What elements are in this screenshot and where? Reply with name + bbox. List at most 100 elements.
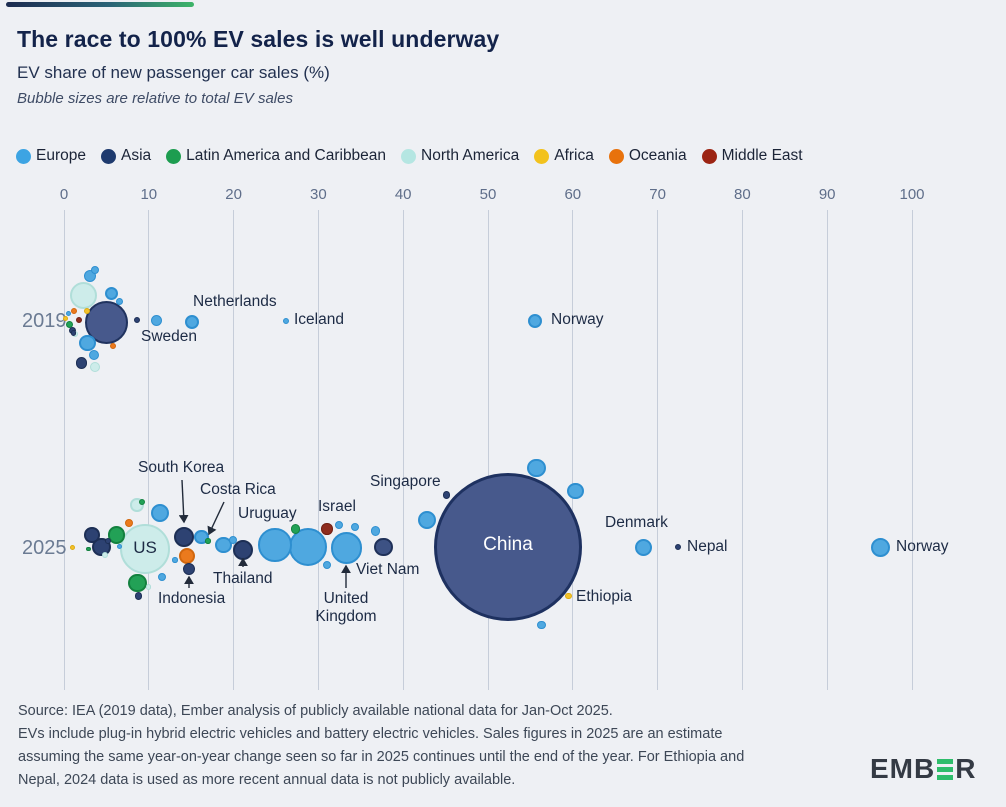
bubble-nepal: [674, 543, 682, 551]
bubble-europe: [194, 529, 209, 545]
axis-tick-label: 10: [140, 186, 158, 203]
logo-text-emb: EMB: [870, 753, 936, 784]
country-label: Israel: [318, 498, 356, 515]
bubble-viet-nam: [374, 537, 393, 557]
bubble-europe: [334, 521, 343, 529]
country-label: United Kingdom: [315, 590, 377, 625]
bubble-asia: [70, 330, 77, 336]
row-label-2019: 2019: [22, 310, 67, 332]
bubble-singapore: [442, 491, 451, 499]
chart-subtitle: EV share of new passenger car sales (%): [17, 63, 330, 82]
bubble-asia: [76, 357, 88, 369]
bubble-africa: [83, 308, 90, 314]
bubble-europe: [150, 503, 170, 523]
legend-item-africa: Africa: [534, 147, 594, 165]
country-label: Netherlands: [193, 293, 277, 310]
country-label: Thailand: [213, 570, 273, 587]
legend-item-mideast: Middle East: [701, 147, 803, 165]
bubble-asia: [133, 317, 140, 323]
legend-dot-icon: [534, 148, 550, 164]
bubble-oceania: [125, 519, 134, 527]
legend-item-latam: Latin America and Caribbean: [166, 147, 386, 165]
country-label: US: [133, 538, 157, 557]
legend-dot-icon: [16, 148, 31, 164]
bubble-europe: [370, 526, 380, 536]
country-label: Nepal: [687, 538, 728, 555]
bubble-latam: [128, 573, 148, 593]
country-label: China: [483, 534, 533, 555]
bubble-europe: [90, 266, 99, 274]
gridline: [63, 210, 65, 690]
country-label: Norway: [551, 311, 604, 328]
axis-tick-label: 30: [310, 186, 327, 203]
legend-dot-icon: [608, 148, 624, 164]
legend-label: Africa: [554, 147, 594, 164]
logo-green-e-icon: [937, 758, 954, 780]
bubble-netherlands: [185, 315, 200, 329]
row-label-2025: 2025: [22, 537, 67, 559]
country-label: Uruguay: [238, 505, 297, 522]
axis-tick-label: 90: [818, 186, 836, 203]
source-line-3: assuming the same year-on-year change se…: [18, 749, 745, 765]
country-label: Costa Rica: [200, 481, 276, 498]
bubble-europe: [65, 310, 71, 316]
country-label: Singapore: [370, 473, 441, 490]
bubble-europe: [116, 297, 124, 305]
axis-tick-label: 50: [479, 186, 497, 203]
bubble-costa-rica: [205, 538, 211, 544]
bubble-europe: [172, 557, 178, 563]
legend-label: Oceania: [628, 147, 687, 164]
axis-tick-label: 70: [649, 186, 666, 203]
legend-dot-icon: [100, 148, 116, 164]
bubble-us: [70, 281, 97, 309]
bubble-africa: [63, 315, 69, 321]
bubble-sweden: [150, 314, 162, 326]
bubble-norway: [528, 314, 543, 328]
bubble-northam: [101, 552, 108, 558]
legend-dot-icon: [701, 148, 717, 164]
bubble-europe: [417, 511, 436, 529]
legend-label: North America: [421, 147, 520, 164]
country-label: Indonesia: [158, 590, 226, 607]
gridline: [487, 210, 489, 690]
bubble-indonesia: [182, 563, 195, 575]
country-label: Norway: [896, 538, 949, 555]
country-label: Iceland: [294, 311, 344, 328]
bubble-europe: [215, 536, 232, 554]
bubble-europe: [157, 573, 166, 581]
source-line-2: EVs include plug-in hybrid electric vehi…: [18, 726, 723, 742]
bubble-europe: [79, 334, 97, 352]
bubble-europe: [350, 522, 360, 532]
axis-tick-label: 40: [394, 186, 412, 203]
bubble-united-kingdom: [330, 532, 363, 564]
axis-tick-label: 60: [564, 186, 582, 203]
gridline: [148, 210, 150, 690]
bubble-size-note: Bubble sizes are relative to total EV sa…: [17, 90, 293, 107]
country-label: Sweden: [141, 328, 198, 345]
axis-tick-label: 0: [59, 186, 69, 203]
bubble-uruguay: [290, 524, 301, 534]
bubble-asia: [104, 537, 112, 545]
legend-item-asia: Asia: [100, 147, 152, 165]
bubble-china: [434, 473, 583, 621]
gridline: [741, 210, 743, 690]
legend-label: Middle East: [721, 147, 803, 164]
bubble-africa: [69, 544, 75, 550]
country-label: Denmark: [605, 514, 668, 531]
bubble-europe: [567, 482, 584, 500]
bubble-europe: [322, 561, 331, 569]
source-note: Source: IEA (2019 data), Ember analysis …: [18, 700, 744, 792]
axis-tick-label: 100: [899, 186, 925, 203]
bubble-latam: [138, 498, 146, 506]
gridline: [233, 210, 235, 690]
bubble-europe: [88, 350, 99, 360]
legend-label: Asia: [120, 147, 152, 164]
bubble-europe: [116, 543, 122, 549]
bubble-europe: [289, 528, 328, 566]
bubble-south-korea: [173, 527, 194, 547]
legend-item-europe: Europe: [16, 147, 86, 165]
bubble-europe: [258, 528, 292, 562]
bubble-latam: [86, 546, 91, 552]
